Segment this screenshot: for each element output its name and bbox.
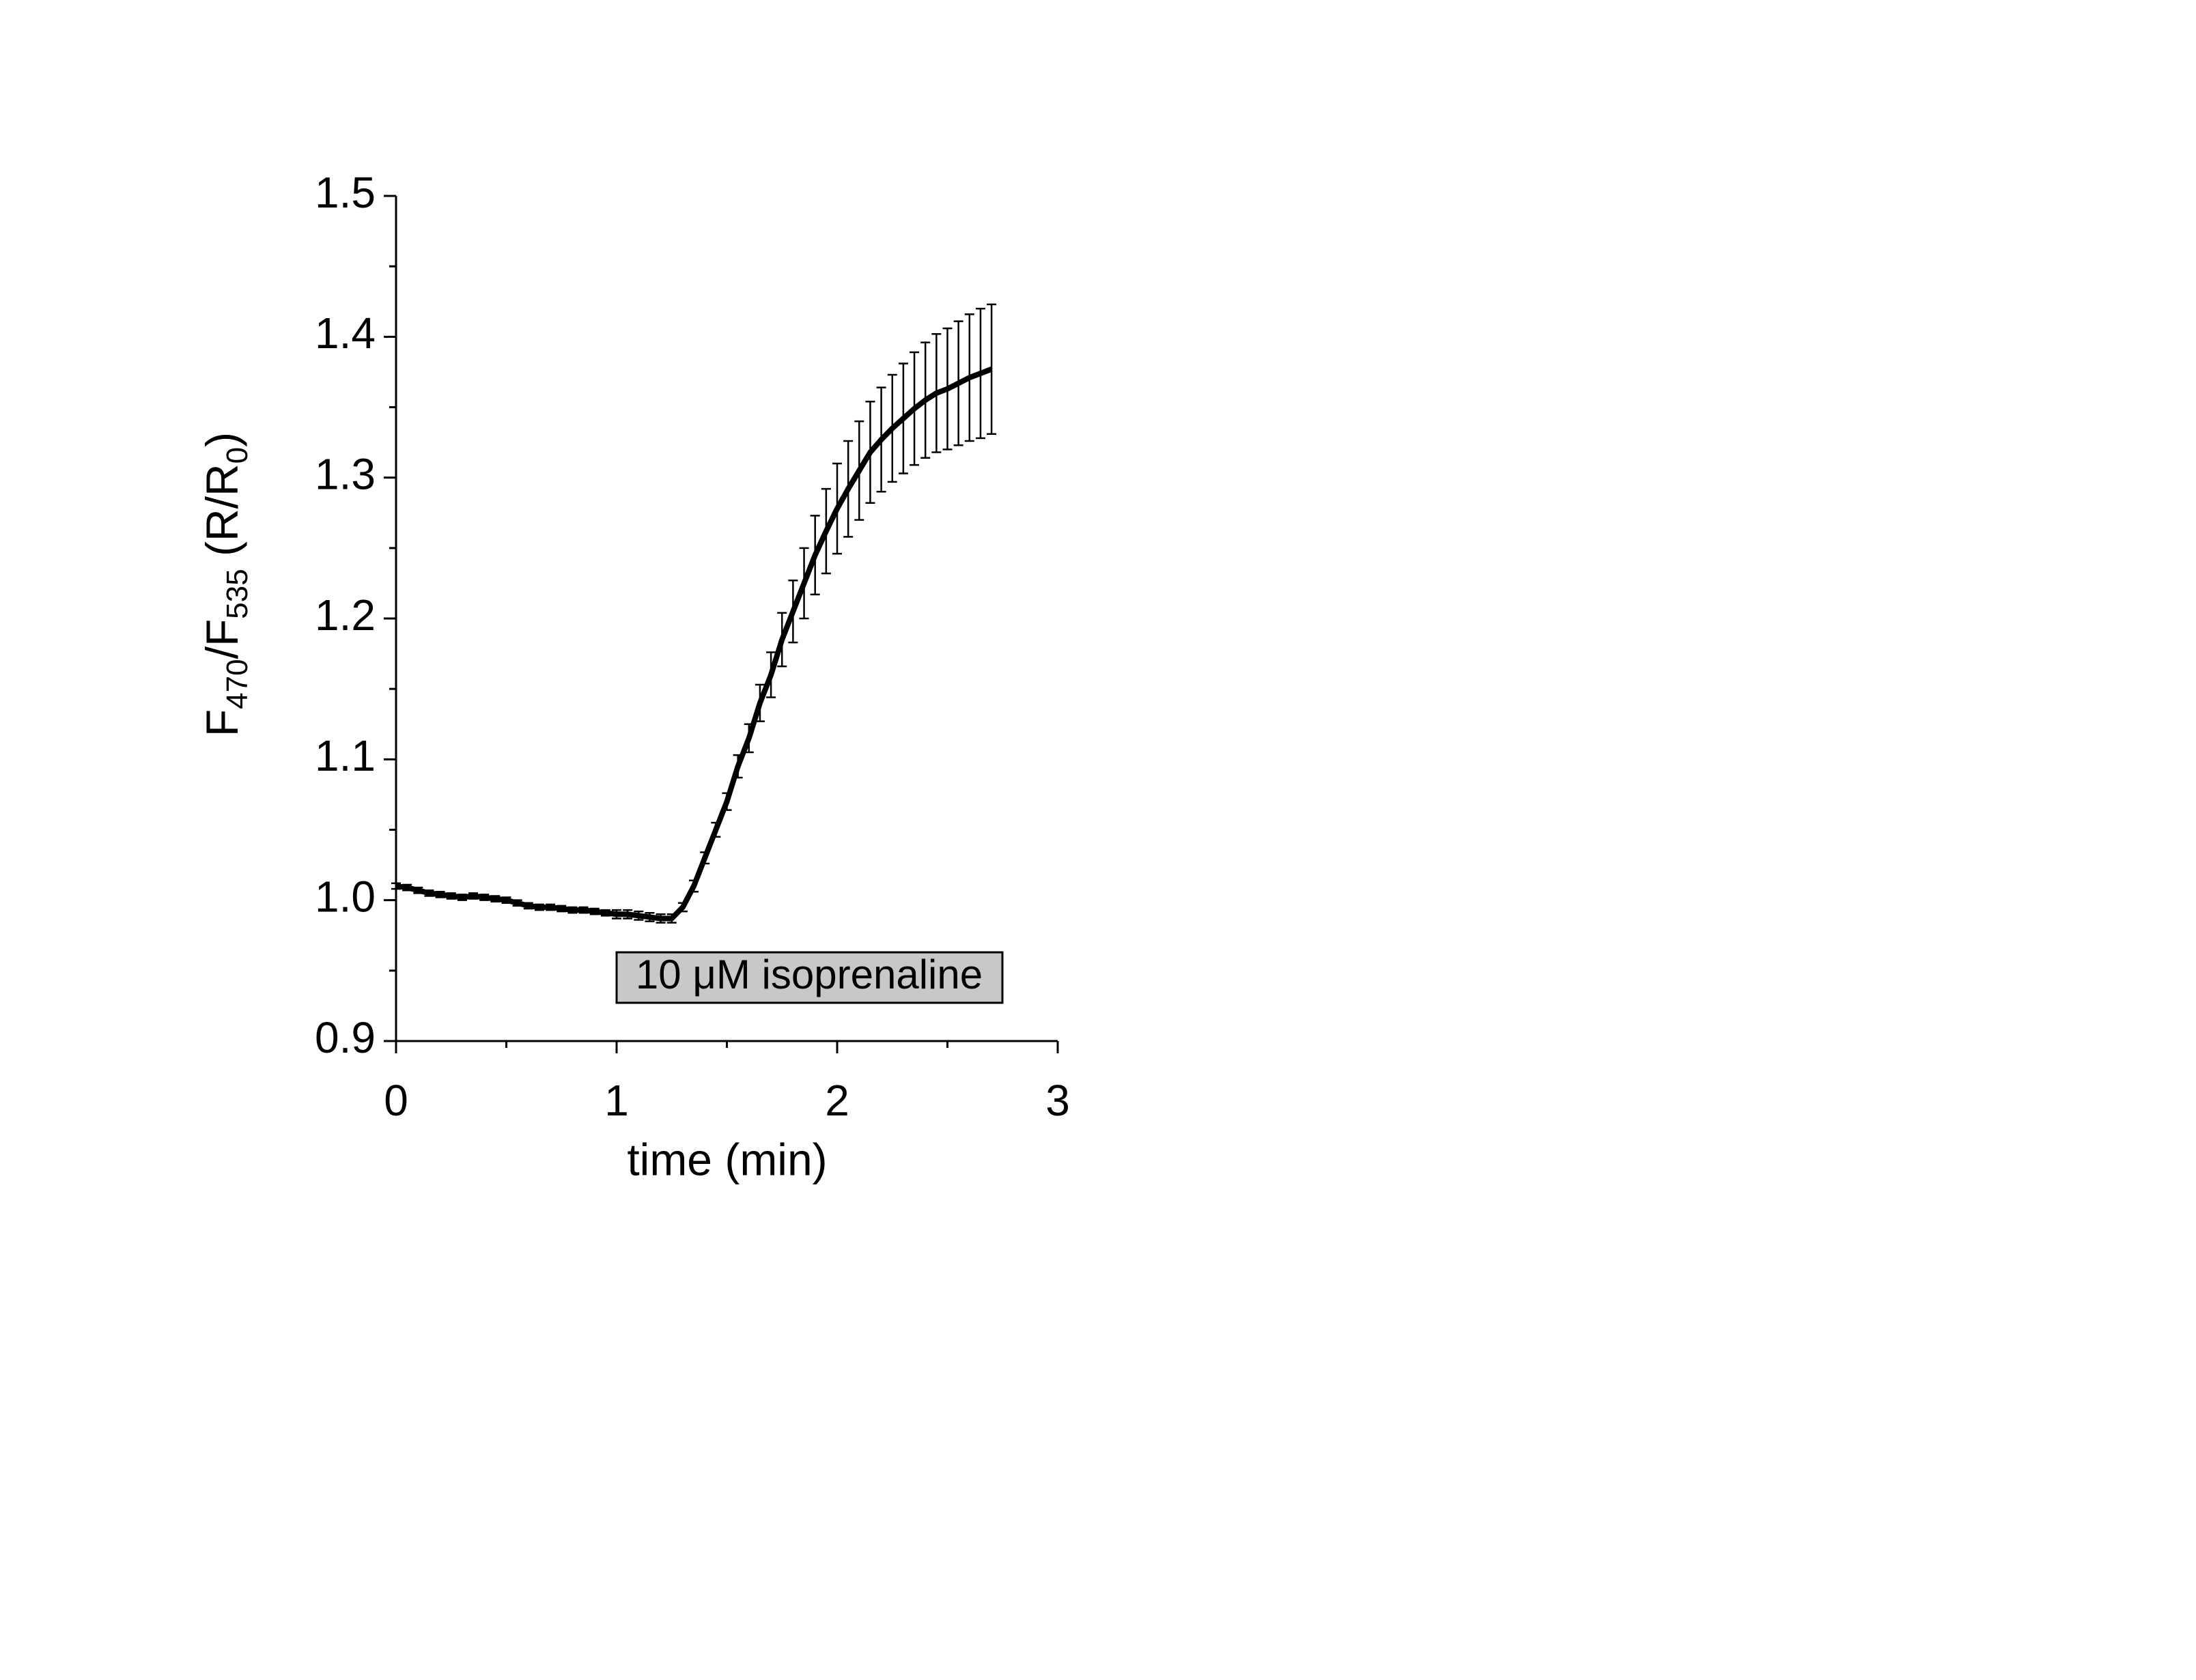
x-tick-label: 1 xyxy=(604,1076,629,1125)
annotation-box xyxy=(615,951,1004,1004)
y-axis-label-part: ) xyxy=(197,432,247,447)
y-axis-label-part: F xyxy=(197,709,247,737)
y-axis-label-part: 535 xyxy=(221,569,254,618)
y-tick-label: 1.1 xyxy=(315,731,376,780)
annotation: 10 μM isoprenaline xyxy=(636,952,983,997)
data-line xyxy=(395,367,993,922)
y-tick-label: 1.0 xyxy=(315,872,376,922)
x-tick-label: 3 xyxy=(1045,1076,1070,1125)
y-tick-label: 0.9 xyxy=(315,1013,376,1062)
y-axis-label-part: (R/R xyxy=(197,464,247,569)
y-axis-label-part: 470 xyxy=(221,659,254,709)
x-tick-label: 2 xyxy=(825,1076,849,1125)
x-tick-label: 0 xyxy=(384,1076,408,1125)
y-tick-label: 1.4 xyxy=(315,309,376,358)
y-axis-label: F470/F535 (R/R0) xyxy=(197,432,254,737)
y-tick-label: 1.2 xyxy=(315,590,376,640)
y-axis-label-part: /F xyxy=(197,619,247,659)
x-axis-label: time (min) xyxy=(627,1134,827,1184)
y-tick-label: 1.3 xyxy=(315,450,376,499)
y-axis-label-part: 0 xyxy=(221,447,254,464)
y-tick-label: 1.5 xyxy=(315,168,376,217)
